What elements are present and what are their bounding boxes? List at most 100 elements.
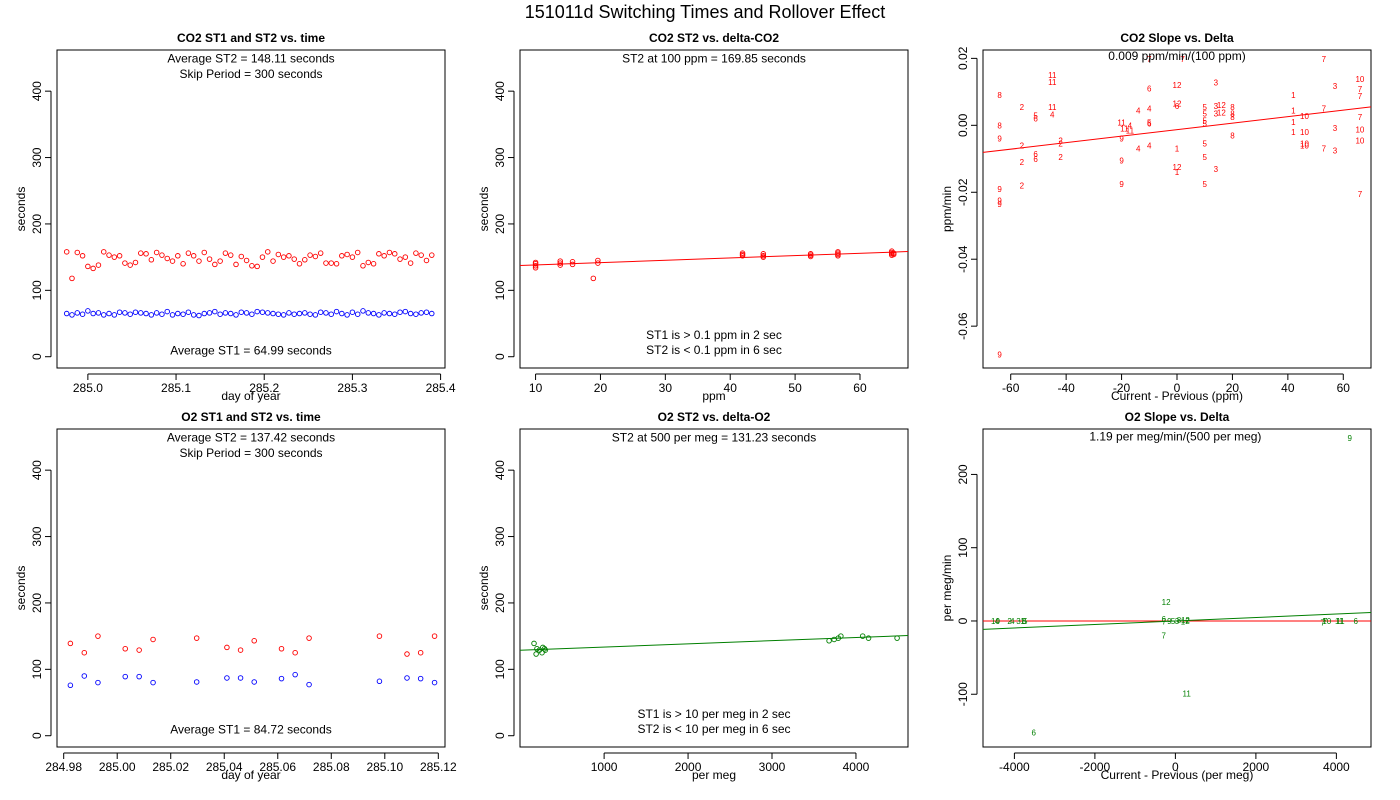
data-point	[127, 311, 133, 317]
data-point	[381, 310, 387, 316]
y-axis-label: per meg/min	[940, 555, 954, 622]
data-point	[175, 310, 181, 317]
point-label: 10	[1355, 125, 1364, 134]
data-point	[569, 259, 576, 265]
point-label: 9	[997, 200, 1002, 209]
data-point	[296, 261, 303, 267]
data-point	[237, 675, 244, 681]
data-point	[312, 253, 319, 260]
data-point	[417, 649, 424, 656]
x-axis-label: day of year	[221, 389, 280, 403]
point-label: 7	[1358, 190, 1363, 199]
data-point	[127, 262, 133, 268]
data-point	[317, 250, 324, 256]
point-label: 6	[1033, 155, 1038, 164]
data-point	[95, 633, 101, 639]
point-label: 9	[1119, 156, 1124, 165]
data-point	[339, 310, 345, 317]
data-point	[402, 308, 409, 315]
y-tick-label: 100	[493, 659, 507, 679]
series-st2	[63, 249, 435, 282]
x-tick-label: 40	[724, 381, 738, 395]
point-label: 1	[1291, 91, 1296, 100]
data-point	[169, 258, 176, 264]
data-point	[79, 311, 86, 317]
data-point	[79, 253, 86, 259]
chart-panel-co2-time: CO2 ST1 and ST2 vs. time 285.0 285.1 285.2 2…	[14, 31, 456, 403]
chart-title: CO2 ST2 vs. delta-CO2	[649, 31, 779, 45]
data-point	[542, 647, 549, 653]
data-point	[150, 679, 156, 686]
plot-frame	[519, 49, 909, 369]
data-point	[63, 310, 70, 317]
point-label: 2	[1058, 153, 1063, 162]
data-point	[224, 675, 230, 681]
data-point	[227, 252, 234, 258]
point-label: 6	[1031, 728, 1036, 737]
data-point	[739, 250, 746, 256]
data-point	[278, 675, 285, 682]
x-tick-label: 285.1	[161, 381, 191, 395]
point-label: 10	[1300, 128, 1309, 137]
point-label: 2	[1020, 182, 1025, 191]
point-label: 9	[1119, 135, 1124, 144]
point-label: 7	[1322, 105, 1327, 114]
y-tick-label: 400	[30, 460, 44, 480]
point-label: 11	[1183, 690, 1192, 699]
y-tick-label: 200	[493, 593, 507, 613]
data-point	[344, 312, 350, 318]
data-point	[333, 261, 340, 267]
data-point	[74, 249, 81, 256]
point-label: 8	[1230, 131, 1235, 140]
x-tick-label: 60	[853, 381, 867, 395]
data-point	[185, 250, 192, 256]
data-point	[69, 275, 75, 282]
data-point	[407, 260, 414, 266]
data-point	[217, 311, 223, 317]
annotation: ST2 is < 0.1 ppm in 6 sec	[646, 343, 782, 357]
data-point	[243, 257, 250, 264]
point-label: 5	[1202, 153, 1207, 162]
x-tick-label: 285.0	[73, 381, 103, 395]
data-point	[429, 310, 435, 317]
x-tick-label: 3000	[759, 760, 786, 774]
data-point	[539, 649, 545, 656]
x-tick-label: 30	[659, 381, 673, 395]
series-st2	[531, 633, 900, 657]
point-label: 7	[1358, 85, 1363, 94]
fit-line	[519, 635, 909, 651]
data-point	[159, 311, 165, 317]
data-point	[259, 309, 266, 315]
data-point	[333, 308, 340, 315]
point-label: 11	[1048, 71, 1057, 80]
data-point	[259, 254, 266, 260]
chart-title: O2 Slope vs. Delta	[1125, 410, 1230, 424]
data-point	[196, 312, 202, 319]
data-point	[404, 651, 410, 657]
point-label: 5	[1033, 111, 1038, 120]
point-label: 11	[1126, 126, 1135, 135]
data-point	[532, 259, 539, 266]
y-tick-label: 0	[956, 617, 970, 624]
x-tick-label: 285.08	[313, 760, 350, 774]
data-point	[190, 253, 197, 259]
data-point	[286, 310, 292, 316]
x-tick-label: 1000	[591, 760, 618, 774]
data-point	[270, 310, 276, 317]
data-point	[249, 263, 255, 269]
x-tick-label: 50	[788, 381, 802, 395]
data-point	[278, 645, 285, 652]
point-label: 2	[1020, 141, 1025, 150]
y-tick-label: -0.02	[956, 178, 970, 206]
y-tick-label: -0.04	[956, 245, 970, 273]
x-tick-label: -2000	[1080, 760, 1111, 774]
point-label: 5	[1202, 120, 1207, 129]
data-point	[835, 249, 841, 255]
data-point	[206, 310, 213, 316]
data-point	[122, 310, 128, 316]
data-point	[224, 644, 230, 651]
point-label: 3	[1214, 78, 1219, 87]
fit-line	[982, 106, 1372, 153]
data-point	[143, 310, 149, 317]
